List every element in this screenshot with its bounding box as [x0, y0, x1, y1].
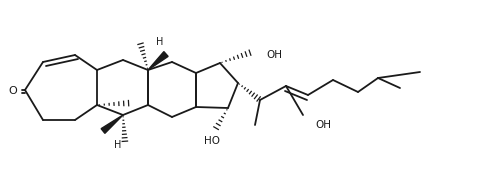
- Text: OH: OH: [266, 50, 282, 60]
- Text: O: O: [9, 86, 18, 96]
- Polygon shape: [148, 52, 168, 70]
- Text: H: H: [156, 37, 164, 47]
- Text: OH: OH: [315, 120, 331, 130]
- Text: HO: HO: [204, 136, 220, 146]
- Text: H: H: [114, 140, 122, 150]
- Polygon shape: [101, 115, 123, 133]
